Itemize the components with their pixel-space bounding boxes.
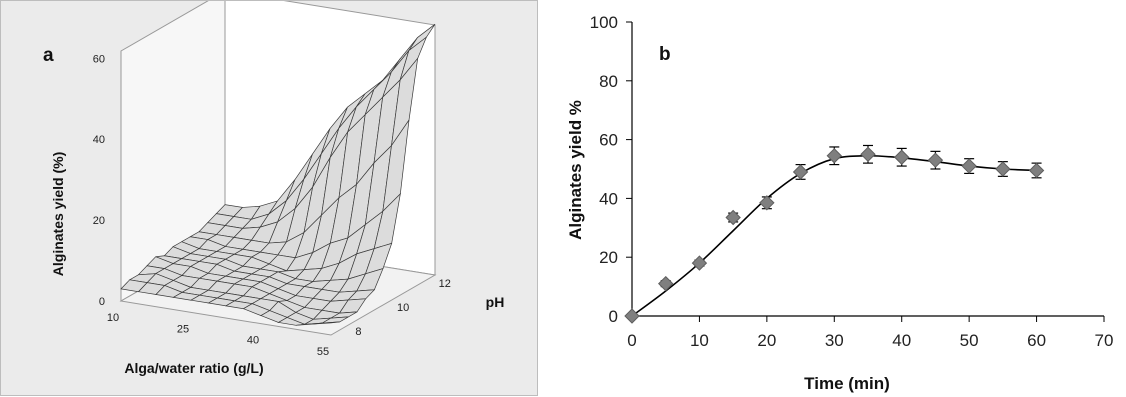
x-tick-label: 25 [177, 323, 189, 335]
surface-tick-labels: 10 25 40 55 8 10 12 0 20 40 60 [93, 53, 451, 358]
x-tick-label: 50 [960, 331, 979, 350]
y-axis-title: Alginates yield % [566, 100, 585, 240]
data-point [961, 158, 977, 174]
panel-a-surface-plot: 10 25 40 55 8 10 12 0 20 40 60 a Alga/water ratio … [0, 0, 538, 396]
y-tick-label: 20 [599, 248, 618, 267]
data-point [725, 209, 741, 226]
data-point [894, 149, 910, 165]
panel-b-line-chart: 0 20 40 60 80 100 0 10 20 30 40 50 60 70 b Time (min)… [548, 0, 1126, 396]
y-axis-title: pH [486, 294, 505, 310]
y-tick-label: 12 [439, 278, 451, 290]
surface-plot-svg: 10 25 40 55 8 10 12 0 20 40 60 a Alga/water ratio … [43, 1, 505, 376]
panel-label-a: a [43, 45, 54, 66]
y-tick-label: 100 [590, 13, 618, 32]
data-point [792, 164, 809, 180]
x-tick-label: 40 [892, 331, 911, 350]
y-tick-label: 40 [599, 189, 618, 208]
data-point [826, 148, 842, 164]
surface-mesh [120, 23, 436, 326]
z-tick-label: 20 [93, 215, 105, 227]
data-points [624, 146, 1045, 324]
x-tick-label: 70 [1095, 331, 1114, 350]
data-point [860, 146, 876, 163]
x-tick-label: 20 [757, 331, 776, 350]
x-tick-label: 55 [317, 346, 329, 358]
y-tick-label: 60 [599, 131, 618, 150]
z-tick-label: 0 [99, 296, 105, 308]
z-axis-title: Alginates yield (%) [50, 152, 66, 276]
error-bars [660, 144, 1042, 288]
y-tick-label: 0 [609, 307, 618, 326]
fit-curve-line [631, 154, 1037, 317]
data-point [691, 255, 708, 271]
data-point [658, 275, 674, 292]
x-tick-label: 0 [627, 331, 636, 350]
x-tick-label: 60 [1027, 331, 1046, 350]
x-axis-title: Time (min) [804, 374, 890, 393]
chart-tick-labels: 0 20 40 60 80 100 0 10 20 30 40 50 60 70 [590, 13, 1114, 350]
panel-label-b: b [659, 44, 671, 65]
y-tick-label: 80 [599, 72, 618, 91]
y-tick-label: 10 [397, 302, 409, 314]
x-tick-label: 30 [825, 331, 844, 350]
data-point [759, 195, 775, 211]
x-tick-label: 10 [690, 331, 709, 350]
data-point [1028, 162, 1045, 179]
data-point [927, 152, 944, 168]
z-tick-label: 40 [93, 134, 105, 146]
x-axis-title: Alga/water ratio (g/L) [124, 360, 263, 376]
line-chart-svg: 0 20 40 60 80 100 0 10 20 30 40 50 60 70 b Time (min)… [566, 13, 1114, 393]
y-tick-label: 8 [355, 326, 361, 338]
x-tick-label: 10 [107, 312, 119, 324]
surface-cell [313, 321, 340, 325]
data-point [995, 161, 1011, 177]
x-tick-label: 40 [247, 335, 259, 347]
chart-axes [626, 21, 1105, 322]
data-point [624, 308, 640, 324]
z-tick-label: 60 [93, 53, 105, 65]
